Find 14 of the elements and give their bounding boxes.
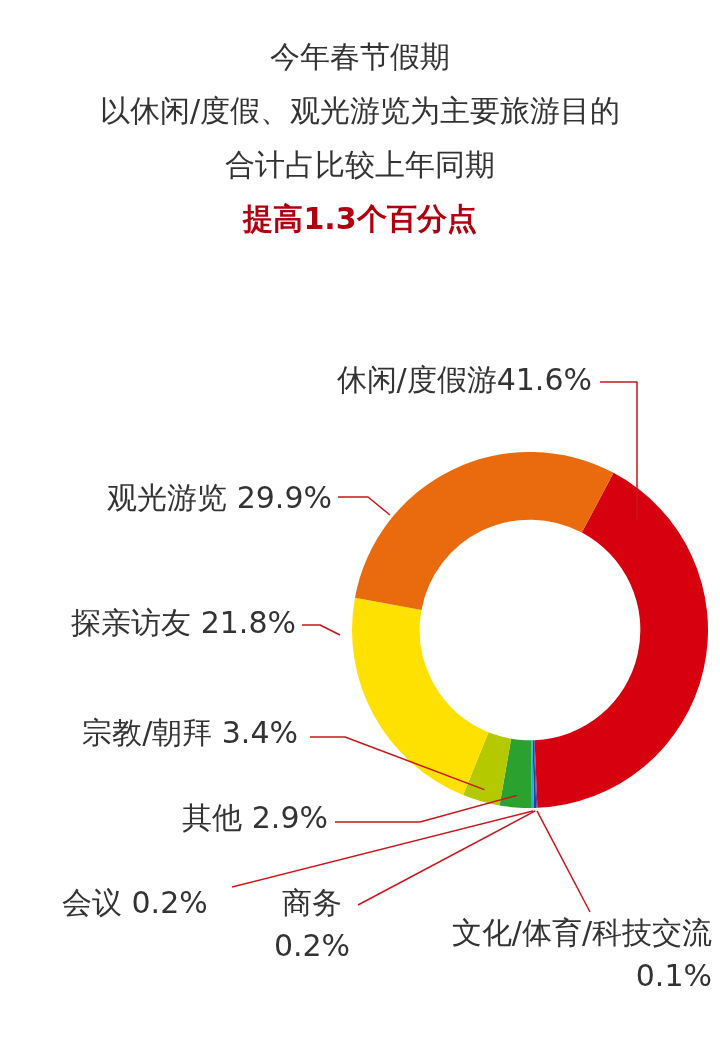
- data-label: 0.2%: [273, 927, 351, 963]
- slice-label: 休闲/度假游41.6%: [336, 361, 592, 397]
- slice-label: 观光游览 29.9%: [107, 479, 332, 515]
- slice-label: 宗教/朝拜 3.4%: [82, 714, 298, 750]
- text: 提高1.3个百分点: [241, 200, 478, 238]
- chart-title: 今年春节假期: [269, 38, 451, 76]
- chart-subtitle: 以休闲/度假、观光游览为主要旅游目的: [98, 92, 622, 130]
- slice-label: 会议 0.2%: [62, 884, 208, 920]
- data-label: 0.1%: [635, 957, 712, 993]
- slice-label: 其他 2.9%: [182, 799, 328, 835]
- slice-label: 商务: [282, 884, 342, 920]
- slice-label: 探亲访友 21.8%: [71, 604, 296, 640]
- slice-label: 文化/体育/科技交流: [451, 914, 712, 950]
- text: 合计占比较上年同期: [224, 146, 496, 184]
